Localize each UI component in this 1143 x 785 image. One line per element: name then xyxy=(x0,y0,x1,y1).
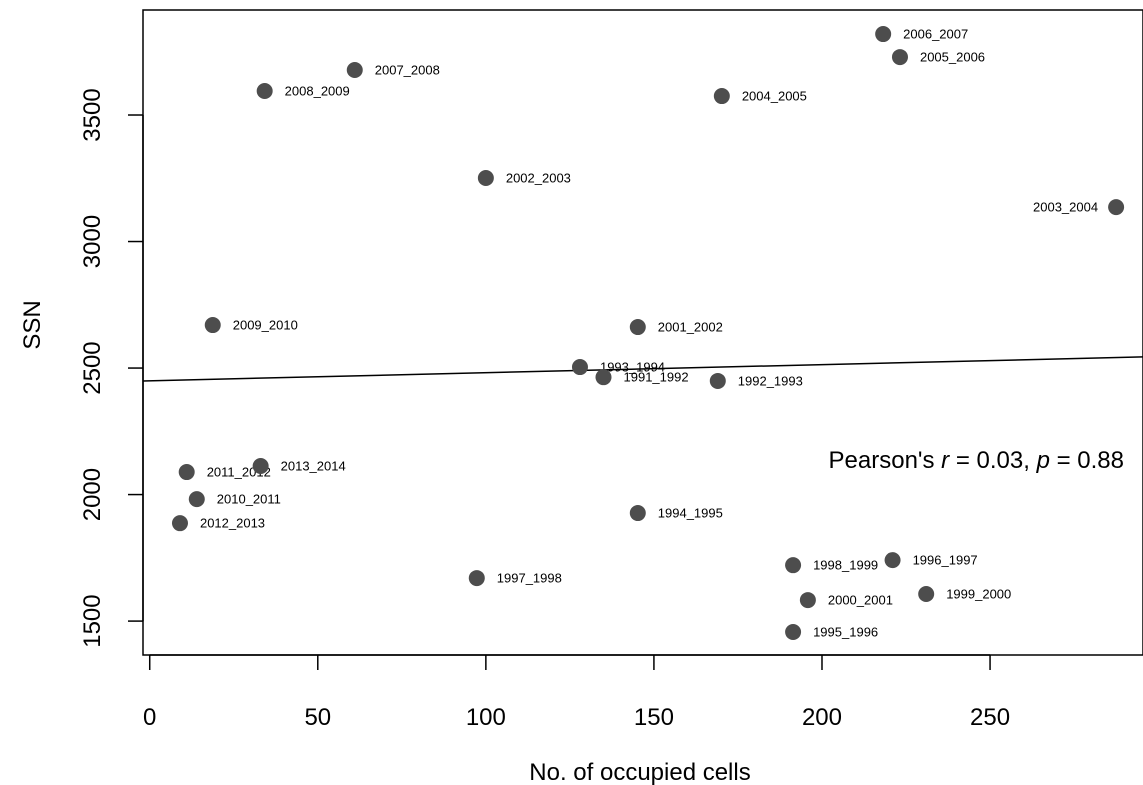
point xyxy=(571,359,588,376)
point-label: 1998_1999 xyxy=(813,558,878,573)
point xyxy=(595,369,612,386)
point xyxy=(178,464,195,481)
y-tick-label: 2000 xyxy=(79,468,106,521)
point xyxy=(1108,199,1125,216)
point xyxy=(346,61,363,78)
y-tick-label: 3500 xyxy=(79,88,106,141)
x-tick-label: 200 xyxy=(802,704,842,731)
point xyxy=(629,319,646,336)
annotation-part: = 0.03, xyxy=(949,447,1036,474)
x-tick-label: 250 xyxy=(970,704,1010,731)
point-label: 2006_2007 xyxy=(903,26,968,41)
point-label: 2002_2003 xyxy=(506,170,571,185)
point-label: 1994_1995 xyxy=(658,505,723,520)
point-label: 1997_1998 xyxy=(497,571,562,586)
point xyxy=(629,505,646,522)
x-tick-label: 150 xyxy=(634,704,674,731)
point-label: 2010_2011 xyxy=(217,492,281,507)
point xyxy=(891,49,908,66)
point-label: 1993_1994 xyxy=(600,359,665,374)
point xyxy=(713,88,730,105)
y-tick-label: 1500 xyxy=(79,594,106,647)
point xyxy=(256,82,273,99)
point xyxy=(709,372,726,389)
point-label: 2005_2006 xyxy=(920,50,985,65)
trend-line xyxy=(142,356,1143,382)
point-label: 2003_2004 xyxy=(1033,200,1098,215)
point xyxy=(785,623,802,640)
y-axis-title: SSN xyxy=(19,300,46,349)
point xyxy=(204,317,221,334)
point xyxy=(799,592,816,609)
point xyxy=(468,570,485,587)
point-label: 1991_1992 xyxy=(624,370,689,385)
point-label: 2000_2001 xyxy=(828,593,893,608)
x-tick-label: 100 xyxy=(466,704,506,731)
annotation-part: = 0.88 xyxy=(1050,447,1124,474)
point xyxy=(252,457,269,474)
point-label: 1996_1997 xyxy=(913,553,978,568)
point xyxy=(188,491,205,508)
annotation-part: p xyxy=(1036,447,1050,474)
x-axis-title: No. of occupied cells xyxy=(529,759,750,785)
point-label: 2004_2005 xyxy=(742,88,807,103)
point-label: 2009_2010 xyxy=(233,317,298,332)
annotation-part: r xyxy=(941,447,950,474)
point-label: 2007_2008 xyxy=(375,62,440,77)
x-tick-label: 0 xyxy=(143,704,156,731)
point-label: 2001_2002 xyxy=(658,319,723,334)
point-label: 1995_1996 xyxy=(813,624,878,639)
point xyxy=(785,557,802,574)
point-label: 2012_2013 xyxy=(200,516,265,531)
annotation: Pearson's r = 0.03, p = 0.88 xyxy=(829,447,1124,474)
point xyxy=(875,26,892,43)
point xyxy=(171,515,188,532)
point xyxy=(918,586,935,603)
y-tick-label: 3000 xyxy=(79,215,106,268)
x-tick-label: 50 xyxy=(304,704,331,731)
point-label: 2013_2014 xyxy=(281,458,346,473)
y-tick-label: 2500 xyxy=(79,341,106,394)
point-label: 1992_1993 xyxy=(738,373,803,388)
annotation-part: Pearson's xyxy=(829,447,942,474)
point xyxy=(884,552,901,569)
point xyxy=(477,170,494,187)
point-label: 1999_2000 xyxy=(946,586,1011,601)
point-label: 2008_2009 xyxy=(285,83,350,98)
